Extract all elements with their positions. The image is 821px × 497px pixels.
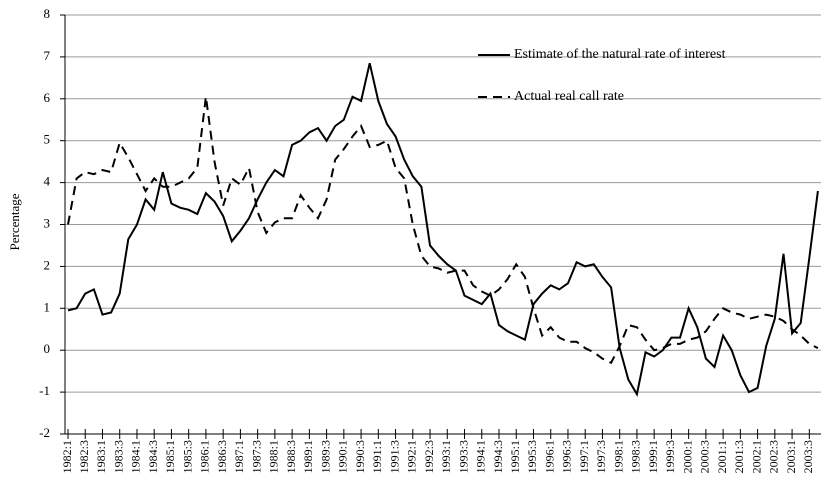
x-tick-label: 1984:3 — [146, 440, 160, 473]
x-tick-label: 1989:3 — [318, 440, 332, 473]
y-tick-label: 0 — [44, 341, 51, 356]
x-tick-label: 2000:1 — [680, 440, 694, 473]
x-tick-label: 1986:3 — [215, 440, 229, 473]
series-line — [67, 62, 819, 397]
x-tick-label: 1988:3 — [284, 440, 298, 473]
x-tick-label: 1985:1 — [163, 440, 177, 473]
y-axis-label: Percentage — [7, 193, 22, 250]
x-tick-label: 2002:3 — [767, 440, 781, 473]
x-tick-label: 1986:1 — [198, 440, 212, 473]
legend-label: Estimate of the natural rate of interest — [514, 47, 726, 62]
x-tick-label: 1983:1 — [94, 440, 108, 473]
y-tick-label: 3 — [44, 215, 51, 230]
x-tick-label: 1991:3 — [387, 440, 401, 473]
x-tick-label: 2002:1 — [749, 440, 763, 473]
legend-label: Actual real call rate — [514, 89, 624, 104]
y-tick-label: -1 — [39, 383, 50, 398]
x-tick-label: 1999:3 — [663, 440, 677, 473]
x-tick-label: 1997:1 — [577, 440, 591, 473]
x-tick-label: 2003:3 — [801, 440, 815, 473]
x-tick-label: 1998:1 — [611, 440, 625, 473]
x-tick-label: 2001:3 — [732, 440, 746, 473]
y-tick-label: -2 — [39, 425, 50, 440]
y-tick-label: 6 — [44, 90, 51, 105]
x-tick-label: 1990:1 — [336, 440, 350, 473]
x-tick-label: 1991:1 — [370, 440, 384, 473]
y-tick-label: 4 — [44, 174, 51, 189]
x-tick-label: 1982:3 — [77, 440, 91, 473]
x-tick-label: 1990:3 — [353, 440, 367, 473]
x-tick-label: 1996:3 — [560, 440, 574, 473]
x-tick-label: 1985:3 — [180, 440, 194, 473]
x-tick-label: 1993:3 — [456, 440, 470, 473]
x-tick-label: 1997:3 — [594, 440, 608, 473]
x-tick-label: 1993:1 — [439, 440, 453, 473]
y-tick-label: 5 — [44, 132, 51, 147]
x-tick-label: 2003:1 — [784, 440, 798, 473]
x-tick-label: 1998:3 — [629, 440, 643, 473]
x-tick-label: 1992:1 — [405, 440, 419, 473]
y-tick-label: 1 — [44, 299, 51, 314]
y-tick-label: 8 — [44, 6, 51, 21]
x-tick-label: 1987:1 — [232, 440, 246, 473]
x-tick-label: 1987:3 — [249, 440, 263, 473]
x-tick-label: 1996:1 — [542, 440, 556, 473]
x-tick-label: 1999:1 — [646, 440, 660, 473]
x-tick-label: 1994:3 — [491, 440, 505, 473]
x-tick-label: 1995:1 — [508, 440, 522, 473]
x-tick-label: 1992:3 — [422, 440, 436, 473]
x-tick-label: 1988:1 — [267, 440, 281, 473]
x-tick-label: 1982:1 — [60, 440, 74, 473]
x-tick-label: 1989:1 — [301, 440, 315, 473]
x-tick-label: 2001:1 — [715, 440, 729, 473]
x-tick-label: 1994:1 — [474, 440, 488, 473]
x-tick-label: 1983:3 — [111, 440, 125, 473]
x-tick-label: 1995:3 — [525, 440, 539, 473]
x-tick-label: 2000:3 — [698, 440, 712, 473]
y-tick-label: 2 — [44, 257, 51, 272]
y-tick-label: 7 — [44, 48, 51, 63]
x-tick-label: 1984:1 — [129, 440, 143, 473]
series-line — [67, 96, 819, 365]
